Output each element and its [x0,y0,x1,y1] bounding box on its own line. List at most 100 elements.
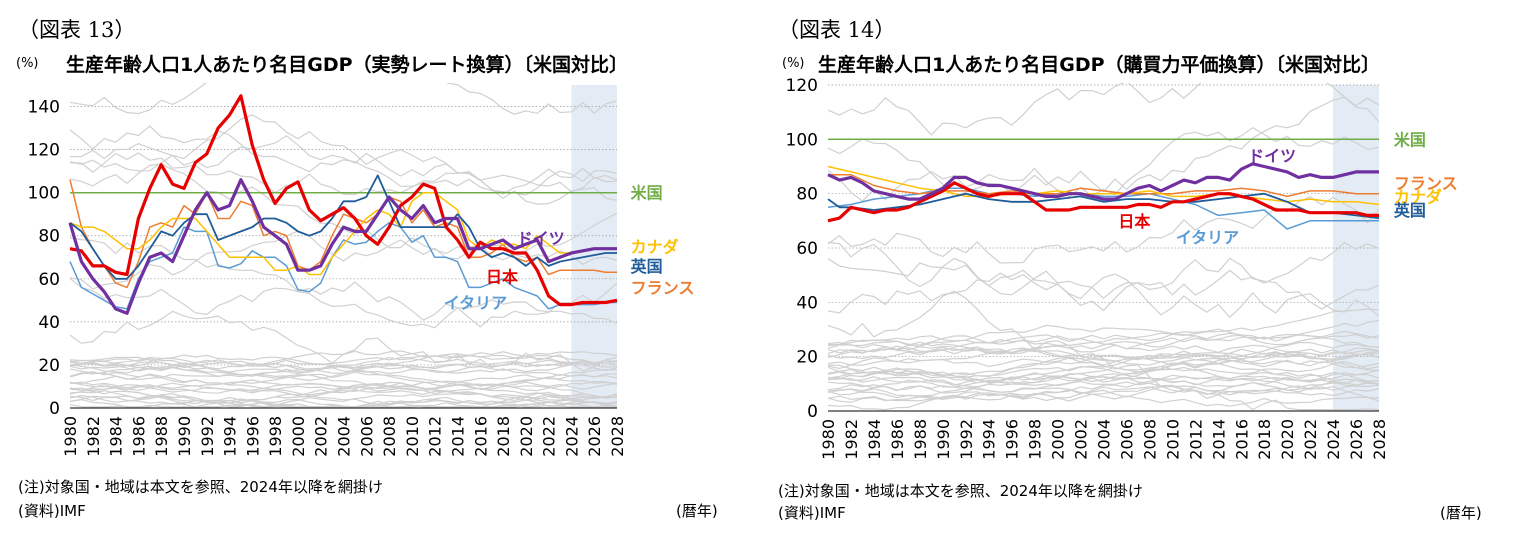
chart-panel-right: （図表 14） (%) 生産年齢人口1人あたり名目GDP（購買力平価換算）〔米国… [760,0,1516,546]
figure-label: （図表 14） [778,18,896,42]
x-tick-label: 2008 [1140,419,1159,460]
y-tick-label: 100 [28,184,60,204]
x-unit-label: (暦年) [1440,504,1482,522]
series-line-日本 [827,181,1379,223]
x-unit-label: (暦年) [676,502,718,520]
other-country-line [828,393,1379,411]
other-country-line [70,135,617,195]
x-tick-label: 1996 [243,416,262,457]
series-label: 英国 [630,257,663,276]
x-tick-label: 1984 [107,416,126,457]
series-line-ドイツ [68,178,617,315]
other-country-line [828,308,1379,355]
series-line-英国 [827,192,1380,219]
other-countries-lines [70,83,617,408]
other-country-line [828,196,1379,264]
series-label: 米国 [631,184,663,203]
other-country-line [828,241,1379,312]
x-tick-label: 1998 [1026,419,1045,460]
other-country-line [70,358,617,388]
other-country-line [70,237,617,328]
other-country-line [828,83,1379,136]
other-country-line [828,347,1379,378]
other-country-line [828,340,1379,366]
other-country-line [70,387,617,408]
x-tick-label: 2014 [1209,419,1228,460]
series-line-フランス [69,179,617,289]
other-country-line [828,332,1379,366]
series-label: フランス [631,278,695,297]
x-tick-label: 1988 [911,419,930,460]
other-country-line [828,365,1379,388]
chart-title: 生産年齢人口1人あたり名目GDP（実勢レート換算）〔米国対比〕 [66,54,629,76]
series-line-ドイツ [827,162,1379,201]
x-tick-label: 1990 [175,416,194,457]
other-country-line [70,356,617,375]
other-country-line [70,230,617,290]
other-country-line [70,83,617,115]
other-country-line [828,369,1379,386]
x-tick-label: 2012 [426,416,445,457]
y-tick-label: 100 [786,130,818,150]
x-tick-label: 2006 [1117,419,1136,460]
y-tick-label: 80 [38,227,60,247]
x-tick-label: 2026 [1347,419,1366,460]
series-line-フランス [828,173,1379,198]
x-tick-label: 2022 [540,416,559,457]
other-country-line [828,351,1379,377]
x-tick-label: 1994 [980,419,999,460]
x-tick-label: 2010 [1163,419,1182,460]
series-label: イタリア [444,293,507,312]
x-tick-label: 1984 [865,419,884,460]
x-tick-label: 1986 [129,416,148,457]
y-tick-label: 0 [49,399,60,419]
x-tick-label: 2000 [289,416,308,457]
series-label: カナダ [1394,187,1442,206]
other-country-line [828,386,1379,403]
x-tick-label: 2018 [494,416,513,457]
x-tick-label: 2004 [1095,419,1114,460]
x-tick-label: 2026 [585,416,604,457]
y-tick-label: 80 [796,185,818,205]
other-country-line [828,330,1379,347]
other-country-line [70,125,617,196]
x-tick-label: 2014 [448,416,467,457]
x-tick-label: 2012 [1186,419,1205,460]
x-tick-label: 2016 [1232,419,1251,460]
x-tick-label: 1996 [1003,419,1022,460]
series-label: 日本 [1118,212,1150,231]
x-tick-label: 1992 [198,416,217,457]
other-country-line [70,114,617,193]
x-tick-label: 1990 [934,419,953,460]
y-tick-label: 60 [38,270,60,290]
other-country-line [828,241,1379,319]
x-tick-label: 2002 [312,416,331,457]
y-tick-label: 0 [807,402,818,422]
y-unit-label: (%) [16,56,39,71]
other-country-line [828,344,1379,366]
x-tick-label: 2004 [335,416,354,457]
other-country-line [828,344,1379,360]
other-country-line [70,381,617,404]
y-tick-label: 40 [796,293,818,313]
other-country-line [828,341,1379,384]
x-tick-label: 1998 [266,416,285,457]
x-tick-label: 2028 [608,416,627,457]
other-country-line [828,381,1379,396]
other-country-line [828,381,1379,402]
y-tick-label: 120 [786,76,818,96]
chart-note: (注)対象国・地域は本文を参照、2024年以降を網掛け [778,482,1143,500]
other-country-line [828,290,1379,411]
other-country-line [70,370,617,398]
chart-source: (資料)IMF [778,504,846,522]
figure-label: （図表 13） [18,18,136,42]
other-country-line [828,126,1379,202]
x-tick-label: 1982 [84,416,103,457]
other-country-line [828,372,1379,388]
y-unit-label: (%) [782,56,805,71]
x-tick-label: 1980 [61,416,80,457]
y-tick-label: 20 [796,348,818,368]
x-tick-label: 2018 [1255,419,1274,460]
x-tick-label: 2008 [380,416,399,457]
